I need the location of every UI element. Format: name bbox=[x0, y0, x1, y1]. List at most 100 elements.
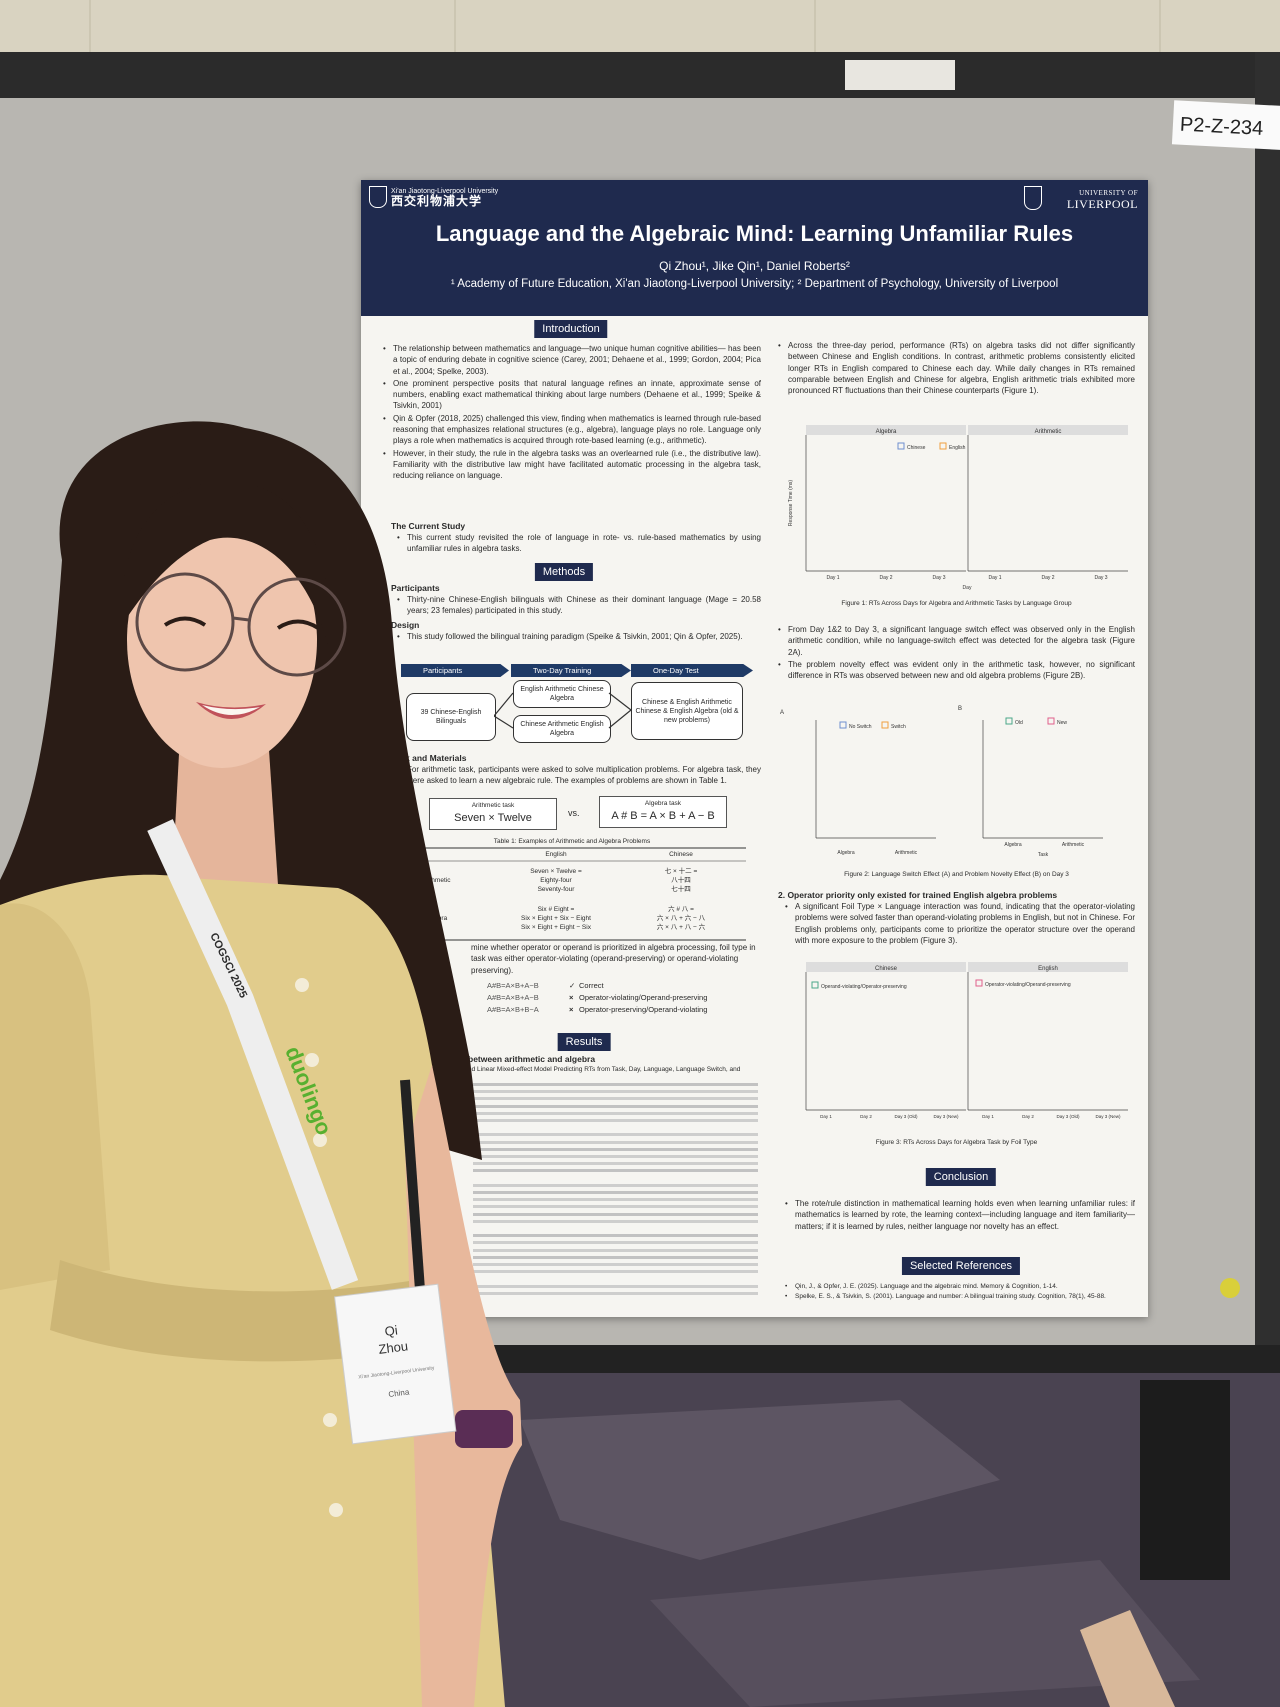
bullet-item: The problem novelty effect was evident o… bbox=[778, 659, 1135, 682]
table-cell: 六 # 八 = bbox=[668, 906, 694, 913]
table-text-line bbox=[473, 1191, 758, 1194]
foil-label: Correct bbox=[579, 981, 604, 990]
bullet-item: This study followed the bilingual traini… bbox=[397, 631, 761, 643]
table-text-line bbox=[473, 1090, 758, 1094]
foil-expression: A#B=A×B+A−B bbox=[487, 993, 539, 1002]
figure-text: Day 2 bbox=[1041, 575, 1054, 581]
table-text-line bbox=[473, 1270, 758, 1274]
foil-label: Operator-preserving/Operand-violating bbox=[579, 1005, 708, 1014]
board-frame-bottom bbox=[0, 1345, 1280, 1373]
board-frame-top bbox=[0, 52, 1280, 98]
figure-text: Response Time (ms) bbox=[788, 480, 794, 526]
poster-title: Language and the Algebraic Mind: Learnin… bbox=[435, 221, 1074, 246]
text-line: preserving). bbox=[471, 965, 514, 975]
figure-text: Operand-violating/Operator-preserving bbox=[821, 984, 907, 990]
legend-swatch bbox=[811, 981, 819, 989]
figure-text: Day 3 bbox=[1094, 575, 1107, 581]
foil-row: A#B=A×B+B−A × Operator-preserving/Operand-… bbox=[487, 1004, 757, 1016]
figure-text: Switch bbox=[891, 724, 906, 730]
figure-text: Day 3 (Old) bbox=[894, 1114, 918, 1119]
sub-heading: Task and Materials bbox=[391, 753, 467, 763]
foil-row: A#B=A×B+A−B ✓ Correct bbox=[487, 980, 757, 992]
section-heading: Introduction bbox=[534, 320, 608, 338]
board-label-card: P2-Z-234 bbox=[1171, 100, 1280, 150]
table-text-line bbox=[473, 1104, 758, 1108]
legend-swatch bbox=[881, 721, 889, 729]
table-cell: 七 × 十二 = bbox=[664, 868, 698, 875]
bullet-item: This current study revisited the role of… bbox=[397, 532, 761, 555]
figure-text: Arithmetic bbox=[1035, 429, 1062, 435]
table-text-line bbox=[473, 1263, 758, 1266]
poster: Xi'an Jiaotong-Liverpool University 西交利物… bbox=[361, 180, 1148, 1317]
sub-heading: 2. Operator priority only existed for tr… bbox=[778, 890, 1058, 900]
pin bbox=[1220, 1278, 1240, 1298]
table-text-line bbox=[473, 1183, 758, 1187]
results-table-caption: ed Linear Mixed-effect Model Predicting … bbox=[468, 1066, 741, 1073]
figure-text: Day 2 bbox=[879, 575, 892, 581]
figure-text: Day 1 bbox=[982, 1114, 994, 1119]
conclusion-text: The rote/rule distinction in mathematica… bbox=[785, 1198, 1135, 1233]
table-text-line bbox=[473, 1291, 758, 1295]
affiliations: ¹ Academy of Future Education, Xi'an Jia… bbox=[450, 278, 1059, 290]
liverpool-bottom: LIVERPOOL bbox=[1066, 197, 1138, 211]
flow-step: Two-Day Training bbox=[511, 664, 631, 677]
table-text-line bbox=[473, 1255, 758, 1259]
table-text-line bbox=[473, 1083, 758, 1086]
findings-text: Across the three-day period, performance… bbox=[778, 340, 1135, 397]
table-text-line bbox=[473, 1219, 758, 1223]
table-text-line bbox=[473, 1234, 758, 1238]
example-box: Arithmetic task Seven × Twelve bbox=[429, 798, 557, 830]
flow-training: English Arithmetic Chinese Algebra bbox=[513, 680, 611, 708]
table-text-line bbox=[473, 1212, 758, 1216]
panel-strip bbox=[806, 425, 966, 435]
liverpool-logo: UNIVERSITY OF LIVERPOOL bbox=[1043, 188, 1138, 210]
table-text-line bbox=[473, 1111, 758, 1115]
bullet-item: From Day 1&2 to Day 3, a significant lan… bbox=[778, 624, 1135, 658]
xjtlu-name-cn: 西交利物浦大学 bbox=[391, 194, 483, 208]
sub-heading: between arithmetic and algebra bbox=[468, 1054, 596, 1064]
figure-caption: Figure 2: Language Switch Effect (A) and… bbox=[844, 871, 1069, 878]
poster-header: Xi'an Jiaotong-Liverpool University 西交利物… bbox=[361, 180, 1148, 316]
table-text-line bbox=[473, 1162, 758, 1166]
table-cell: Six × Eight + Eight − Six bbox=[521, 924, 591, 931]
figure-text: English bbox=[949, 445, 966, 451]
table-row-label: Algebra bbox=[424, 915, 448, 922]
section-heading: Methods bbox=[534, 563, 594, 581]
figure-text: No Switch bbox=[849, 724, 872, 730]
example-label: Arithmetic task bbox=[471, 802, 515, 809]
sub-heading: Design bbox=[391, 620, 420, 630]
legend-swatch bbox=[1005, 717, 1013, 725]
figure-text: Day 3 bbox=[932, 575, 945, 581]
table-text-line bbox=[473, 1155, 758, 1158]
figure-text: Day 2 bbox=[860, 1114, 872, 1119]
bullet-item: Spelke, E. S., & Tsivkin, S. (2001). Lan… bbox=[785, 1292, 1135, 1301]
table-text-line bbox=[473, 1097, 758, 1101]
xjtlu-crest bbox=[369, 186, 387, 208]
panel-strip bbox=[968, 425, 1128, 435]
bullet-item: A significant Foil Type × Language inter… bbox=[785, 901, 1135, 946]
findings-bullets: From Day 1&2 to Day 3, a significant lan… bbox=[778, 624, 1135, 682]
design-text: This study followed the bilingual traini… bbox=[397, 631, 761, 643]
figure-text: English bbox=[1038, 966, 1058, 972]
table-header: Chinese bbox=[669, 851, 693, 858]
current-study: This current study revisited the role of… bbox=[397, 532, 761, 556]
table-cell: 八十四 bbox=[671, 877, 691, 884]
figure-text: Day bbox=[963, 585, 972, 591]
vs: vs. bbox=[568, 808, 580, 818]
flow-sample: 39 Chinese-English Bilinguals bbox=[406, 693, 496, 741]
example-problem: A # B = A × B + A − B bbox=[611, 810, 715, 822]
bullet-item: Across the three-day period, performance… bbox=[778, 340, 1135, 396]
table-text-line bbox=[473, 1198, 758, 1202]
example-box: Algebra task A # B = A × B + A − B bbox=[599, 796, 727, 828]
table-text-line bbox=[473, 1284, 758, 1288]
example-problem: Seven × Twelve bbox=[454, 812, 532, 824]
text-line: task was either operator-violating (oper… bbox=[471, 954, 739, 964]
table-text-line bbox=[473, 1248, 758, 1252]
table-row-label: Arithmetic bbox=[421, 877, 451, 884]
figure-text: Day 3 (Old) bbox=[1056, 1114, 1080, 1119]
figure-text: Algebra bbox=[837, 850, 854, 856]
legend-swatch bbox=[975, 979, 983, 987]
figure-1: Algebra Arithmetic Chinese English Response … bbox=[788, 425, 1128, 591]
flow-step: Participants bbox=[401, 664, 509, 677]
foil-mark: × bbox=[569, 993, 574, 1002]
